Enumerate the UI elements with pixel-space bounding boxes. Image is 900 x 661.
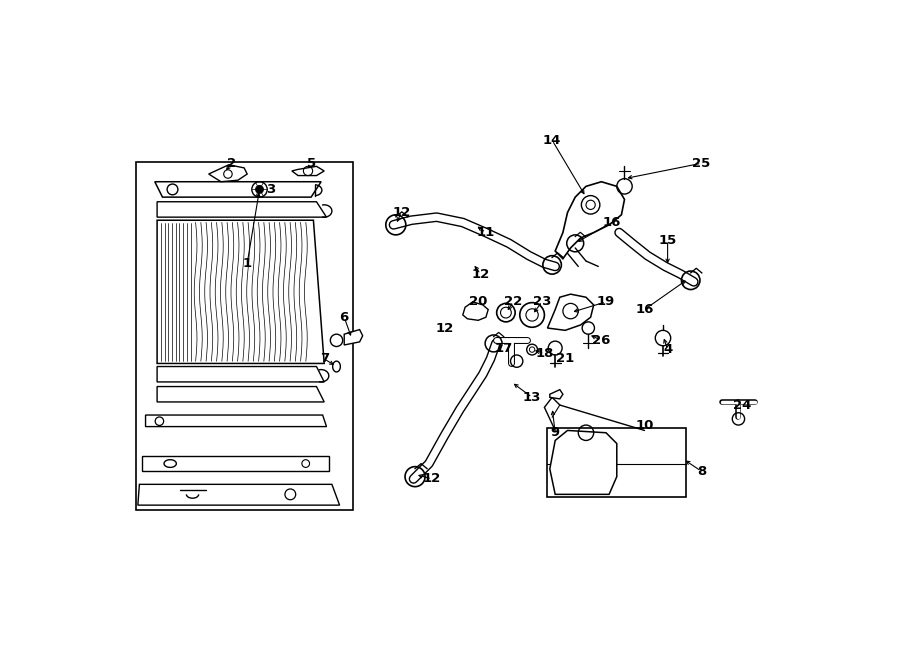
- Text: 10: 10: [635, 418, 653, 432]
- Polygon shape: [547, 428, 686, 498]
- Polygon shape: [141, 456, 328, 471]
- Polygon shape: [550, 389, 562, 399]
- Text: 14: 14: [543, 134, 562, 147]
- Polygon shape: [158, 387, 324, 402]
- Text: 18: 18: [536, 347, 554, 360]
- Polygon shape: [158, 220, 324, 364]
- Text: 2: 2: [227, 157, 237, 170]
- Text: 12: 12: [423, 473, 441, 485]
- Polygon shape: [155, 182, 321, 197]
- Polygon shape: [158, 367, 324, 382]
- Polygon shape: [547, 294, 594, 330]
- Text: 12: 12: [472, 268, 490, 281]
- Circle shape: [256, 186, 264, 193]
- Text: 22: 22: [505, 295, 523, 308]
- Text: 1: 1: [243, 257, 252, 270]
- Polygon shape: [209, 165, 248, 182]
- Polygon shape: [555, 182, 625, 258]
- Polygon shape: [550, 430, 616, 494]
- Text: 12: 12: [436, 321, 454, 334]
- Polygon shape: [292, 167, 324, 176]
- Text: 26: 26: [592, 334, 610, 347]
- Text: 3: 3: [266, 183, 274, 196]
- Text: 23: 23: [533, 295, 552, 308]
- Text: 5: 5: [307, 157, 316, 170]
- Text: 16: 16: [602, 216, 621, 229]
- Text: 20: 20: [469, 295, 488, 308]
- Polygon shape: [344, 330, 363, 345]
- Text: 9: 9: [551, 426, 560, 440]
- Text: 11: 11: [477, 226, 495, 239]
- Text: 6: 6: [339, 311, 349, 324]
- Polygon shape: [146, 415, 327, 426]
- Text: 4: 4: [663, 343, 672, 356]
- Text: 8: 8: [697, 465, 706, 478]
- Bar: [136, 162, 354, 510]
- Polygon shape: [138, 485, 339, 505]
- Text: 15: 15: [659, 234, 677, 247]
- Text: 17: 17: [494, 342, 513, 354]
- Text: 16: 16: [635, 303, 653, 316]
- Text: 19: 19: [597, 295, 615, 308]
- Polygon shape: [158, 202, 327, 217]
- Text: 7: 7: [320, 352, 328, 366]
- Polygon shape: [463, 302, 488, 321]
- Text: 13: 13: [523, 391, 541, 404]
- Text: 25: 25: [692, 157, 711, 170]
- Text: 12: 12: [392, 206, 410, 219]
- Text: 24: 24: [734, 399, 752, 412]
- Text: 21: 21: [556, 352, 574, 366]
